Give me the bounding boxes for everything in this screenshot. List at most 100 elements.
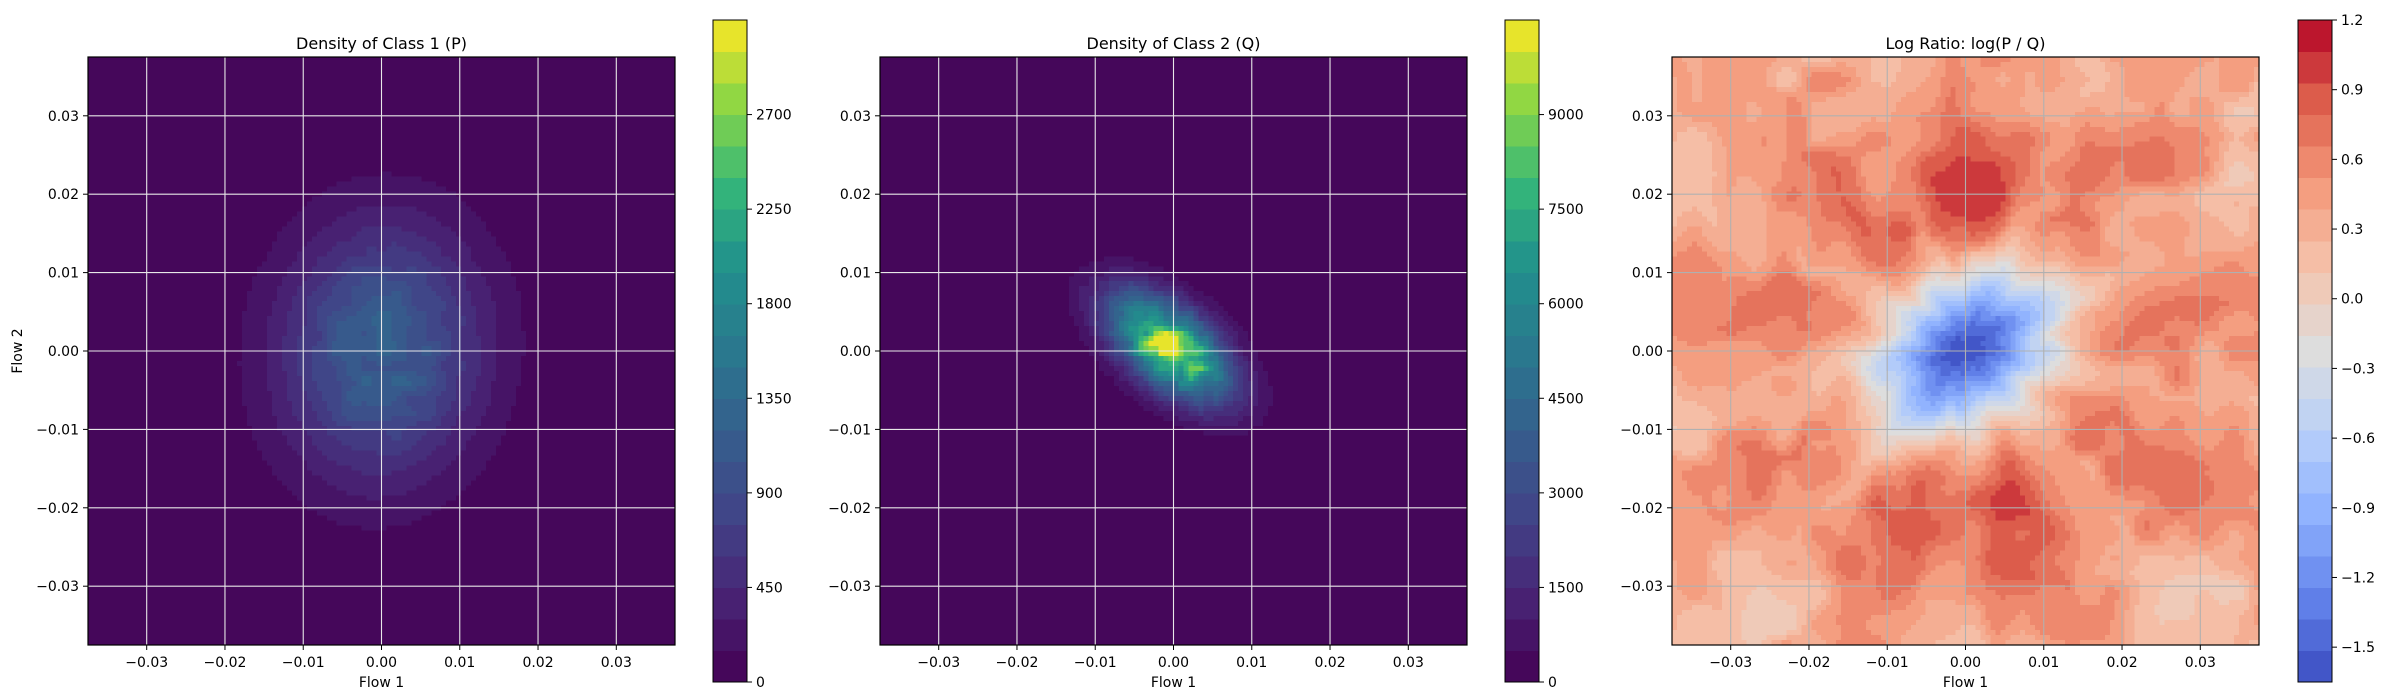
colorbar-level-1-10	[713, 335, 747, 368]
colorbar-tick-label-2-3: 4500	[1548, 391, 1584, 407]
colorbar-level-2-12	[1505, 272, 1539, 305]
colorbar-tick-label-2-6: 9000	[1548, 108, 1584, 124]
x-tick-label-2-3: 0.00	[1158, 655, 1189, 671]
x-tick-label-3-4: 0.01	[2028, 655, 2059, 671]
colorbar-level-3-15	[2298, 177, 2332, 210]
colorbar-level-2-10	[1505, 335, 1539, 368]
colorbar-level-2-7	[1505, 429, 1539, 462]
colorbar-level-3-0	[2298, 650, 2332, 683]
x-axis-label-3: Flow 1	[1943, 675, 1988, 691]
colorbar-tick-label-3-1: −1.2	[2341, 570, 2375, 586]
x-tick-label-2-0: −0.03	[917, 655, 960, 671]
y-tick-label-3-0: −0.03	[1620, 579, 1663, 595]
y-tick-label-2-5: 0.02	[840, 187, 871, 203]
colorbar-level-1-8	[713, 398, 747, 431]
colorbar-level-3-2	[2298, 587, 2332, 620]
x-tick-label-2-4: 0.01	[1236, 655, 1267, 671]
y-tick-label-2-4: 0.01	[840, 266, 871, 282]
chart-title-1: Density of Class 1 (P)	[296, 34, 467, 53]
y-tick-label-2-6: 0.03	[840, 109, 871, 125]
colorbar-level-2-11	[1505, 303, 1539, 336]
colorbar-level-1-4	[713, 524, 747, 557]
y-tick-label-3-6: 0.03	[1632, 109, 1663, 125]
x-tick-label-3-0: −0.03	[1709, 655, 1752, 671]
colorbar-tick-label-1-4: 1800	[756, 297, 792, 313]
x-tick-label-3-2: −0.01	[1866, 655, 1909, 671]
colorbar-tick-label-1-0: 0	[756, 675, 765, 691]
heatmap-field-3	[1672, 57, 2260, 646]
colorbar-tick-label-2-2: 3000	[1548, 486, 1584, 502]
colorbar-tick-label-3-0: −1.5	[2341, 640, 2375, 656]
colorbar-frame-2	[1504, 19, 1540, 683]
colorbar-level-3-12	[2298, 272, 2332, 305]
x-tick-label-2-1: −0.02	[996, 655, 1039, 671]
colorbar-level-3-9	[2298, 366, 2332, 399]
y-tick-label-1-5: 0.02	[48, 187, 79, 203]
colorbar-level-3-5	[2298, 492, 2332, 525]
colorbar-1: 0 450 900 1350 1800 2250 2700	[712, 19, 792, 691]
colorbar-tick-label-3-7: 0.6	[2341, 152, 2363, 168]
y-tick-label-2-3: 0.00	[840, 344, 871, 360]
heatmap-field-2	[880, 57, 1468, 646]
panel-3: −0.03 −0.02 −0.01 0.00 0.01 0.02 0.03 −0.03 −0.0…	[1620, 13, 2375, 691]
colorbar-level-2-4	[1505, 524, 1539, 557]
colorbar-level-1-6	[713, 461, 747, 494]
y-tick-label-3-1: −0.02	[1620, 501, 1663, 517]
colorbar-level-3-1	[2298, 618, 2332, 652]
colorbar-tick-label-1-2: 900	[756, 486, 783, 502]
colorbar-level-2-19	[1505, 51, 1539, 84]
x-tick-label-3-1: −0.02	[1788, 655, 1831, 671]
colorbar-level-2-2	[1505, 587, 1539, 620]
colorbar-level-3-16	[2298, 146, 2332, 179]
colorbar-level-1-2	[713, 587, 747, 620]
x-tick-label-1-3: 0.00	[366, 655, 397, 671]
y-tick-label-3-5: 0.02	[1632, 187, 1663, 203]
chart-title-2: Density of Class 2 (Q)	[1087, 34, 1261, 53]
colorbar-level-1-14	[713, 209, 747, 242]
y-tick-label-1-4: 0.01	[48, 266, 79, 282]
colorbar-tick-label-2-5: 7500	[1548, 202, 1584, 218]
colorbar-level-1-11	[713, 303, 747, 336]
x-tick-label-1-2: −0.01	[282, 655, 325, 671]
colorbar-tick-label-2-0: 0	[1548, 675, 1557, 691]
colorbar-level-3-18	[2298, 83, 2332, 116]
colorbar-tick-label-2-4: 6000	[1548, 297, 1584, 313]
y-tick-label-1-1: −0.02	[36, 501, 79, 517]
colorbar-tick-label-1-5: 2250	[756, 202, 792, 218]
colorbar-level-2-6	[1505, 461, 1539, 494]
colorbar-tick-label-3-9: 1.2	[2341, 13, 2363, 29]
y-tick-label-1-3: 0.00	[48, 344, 79, 360]
x-axis-label-2: Flow 1	[1151, 675, 1196, 691]
y-tick-label-1-6: 0.03	[48, 109, 79, 125]
colorbar-level-3-14	[2298, 209, 2332, 242]
y-axis-label-1: Flow 2	[10, 328, 26, 373]
colorbar-tick-label-3-5: 0.0	[2341, 292, 2363, 308]
colorbar-level-1-5	[713, 492, 747, 525]
colorbar-level-2-9	[1505, 366, 1539, 399]
colorbar-level-3-17	[2298, 114, 2332, 147]
x-axis-label-1: Flow 1	[359, 675, 404, 691]
colorbar-tick-label-3-4: −0.3	[2341, 361, 2375, 377]
colorbar-level-2-13	[1505, 240, 1539, 273]
colorbar-frame-3	[2297, 19, 2333, 683]
colorbar-level-1-17	[713, 114, 747, 147]
y-tick-label-3-4: 0.01	[1632, 266, 1663, 282]
panel-1: −0.03 −0.02 −0.01 0.00 0.01 0.02 0.03 −0.03 −0.0…	[10, 19, 792, 691]
colorbar-tick-label-3-8: 0.9	[2341, 83, 2363, 99]
colorbar-level-3-3	[2298, 555, 2332, 589]
colorbar-level-3-20	[2298, 20, 2332, 53]
colorbar-level-1-9	[713, 366, 747, 399]
colorbar-level-2-18	[1505, 83, 1539, 116]
colorbar-level-2-14	[1505, 209, 1539, 242]
colorbar-level-1-15	[713, 177, 747, 210]
colorbar-level-1-13	[713, 240, 747, 273]
colorbar-level-3-4	[2298, 524, 2332, 557]
colorbar-level-3-11	[2298, 303, 2332, 336]
colorbar-level-1-7	[713, 429, 747, 462]
colorbar-level-1-16	[713, 146, 747, 179]
colorbar-level-2-17	[1505, 114, 1539, 147]
x-tick-label-3-3: 0.00	[1950, 655, 1981, 671]
colorbar-level-1-20	[713, 20, 747, 53]
colorbar-tick-label-3-6: 0.3	[2341, 222, 2363, 238]
colorbar-tick-label-1-3: 1350	[756, 391, 792, 407]
